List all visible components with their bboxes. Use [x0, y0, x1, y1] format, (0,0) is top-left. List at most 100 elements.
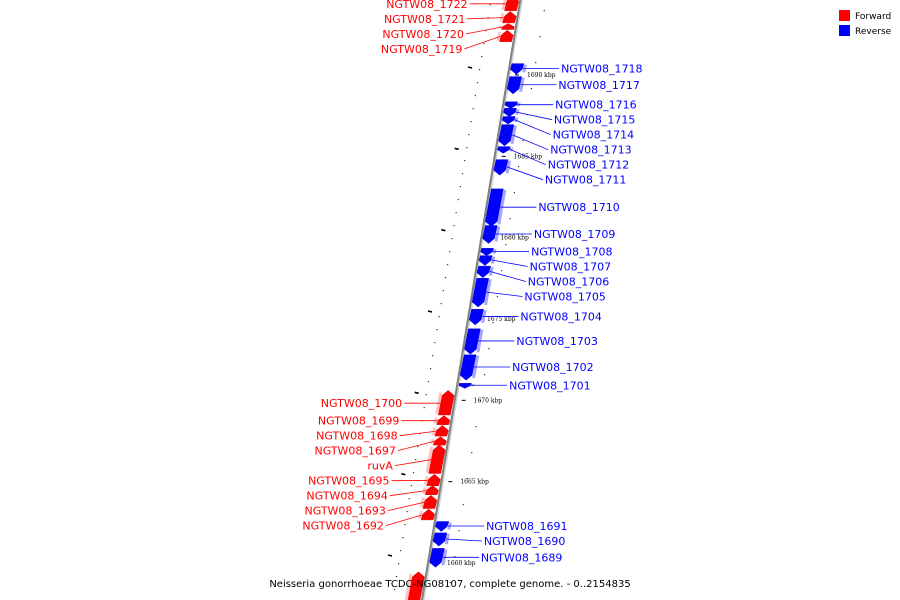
- gene-label: NGTW08_1715: [554, 114, 635, 127]
- dot-mark: [472, 108, 474, 110]
- dot-mark: [476, 82, 479, 84]
- dot-mark: [459, 186, 462, 188]
- gene-arrow: [501, 23, 515, 30]
- dot-mark: [483, 43, 485, 45]
- dot-mark: [539, 36, 541, 38]
- gene-leader: [509, 149, 546, 166]
- tick-label: 1665 kbp: [460, 479, 489, 486]
- gene-leader: [515, 111, 553, 121]
- dot-mark: [462, 504, 464, 506]
- dot-mark: [488, 348, 490, 350]
- dot-mark: [432, 355, 434, 357]
- gene-label: NGTW08_1716: [555, 99, 636, 112]
- legend-swatch: [839, 25, 850, 36]
- gene-label: NGTW08_1720: [382, 28, 463, 41]
- dot-mark: [393, 589, 395, 591]
- gene-arrow: [433, 436, 447, 446]
- gene-arrow: [478, 255, 493, 266]
- dot-mark: [479, 400, 481, 402]
- dot-mark: [410, 485, 412, 487]
- dot-mark: [496, 296, 498, 298]
- gene-label: NGTW08_1710: [538, 201, 619, 214]
- dot-mark: [530, 88, 533, 90]
- gene-label: NGTW08_1705: [524, 290, 605, 303]
- dot-mark: [501, 270, 503, 272]
- dot-mark: [447, 264, 449, 266]
- strand-legend: Forward Reverse: [839, 10, 892, 37]
- gene-arrow: [420, 508, 435, 521]
- gene-leader: [397, 441, 435, 452]
- dot-mark: [398, 563, 400, 565]
- gene-arrow: [438, 390, 455, 416]
- dot-mark: [481, 56, 483, 58]
- gene-label: NGTW08_1703: [516, 335, 597, 348]
- legend-swatch: [839, 10, 850, 21]
- gene-arrow: [468, 309, 484, 326]
- gene-label: ruvA: [367, 460, 393, 473]
- dot-mark: [453, 225, 455, 227]
- gene-leader: [465, 26, 502, 35]
- dot-mark: [522, 140, 524, 142]
- dot-mark: [423, 407, 425, 409]
- dot-mark: [454, 556, 456, 558]
- gene-leader: [464, 35, 501, 50]
- dot-mark: [466, 147, 468, 149]
- dot-mark: [466, 478, 469, 480]
- dot-mark: [518, 166, 520, 168]
- dot-mark: [458, 530, 460, 532]
- gene-arrow: [498, 124, 515, 147]
- dot-mark: [505, 244, 507, 246]
- gene-label: NGTW08_1718: [561, 62, 642, 75]
- gene-label: NGTW08_1706: [528, 275, 609, 288]
- dot-mark: [438, 316, 440, 318]
- dot-mark: [402, 537, 404, 539]
- gene-arrow: [407, 571, 425, 600]
- gene-label: NGTW08_1717: [558, 79, 639, 92]
- gene-arrow: [485, 188, 504, 227]
- dot-mark: [468, 134, 470, 136]
- tick-label: 1675 kbp: [487, 316, 516, 323]
- gene-arrow: [497, 146, 511, 154]
- dot-mark: [483, 374, 486, 376]
- dot-mark: [449, 582, 452, 584]
- gene-label: NGTW08_1701: [509, 379, 590, 392]
- gene-leader: [491, 259, 528, 267]
- tick-dash: [401, 472, 406, 476]
- gene-label: NGTW08_1693: [304, 505, 385, 518]
- gene-arrow: [493, 159, 509, 176]
- legend-label: Reverse: [855, 27, 892, 37]
- tick-label: 1660 kbp: [447, 560, 476, 567]
- gene-leader: [512, 134, 549, 151]
- genome-caption: Neisseria gonorrhoeae TCDC-NG08107, comp…: [269, 579, 630, 590]
- gene-arrow: [435, 521, 450, 532]
- dot-mark: [406, 511, 408, 513]
- dot-mark: [475, 426, 477, 428]
- gene-label: NGTW08_1691: [486, 520, 567, 533]
- dot-mark: [471, 452, 473, 454]
- gene-arrow: [476, 265, 491, 278]
- legend-label: Forward: [855, 12, 891, 22]
- gene-leader: [486, 291, 523, 297]
- dot-mark: [442, 290, 444, 292]
- gene-arrow: [426, 473, 441, 486]
- dot-mark: [485, 30, 487, 32]
- dot-mark: [513, 192, 516, 194]
- gene-label: NGTW08_1689: [481, 551, 562, 564]
- dot-mark: [457, 199, 459, 201]
- gene-label: NGTW08_1694: [306, 490, 387, 503]
- gene-label: NGTW08_1690: [484, 535, 565, 548]
- gene-leader: [394, 459, 431, 467]
- gene-label: NGTW08_1713: [550, 144, 631, 157]
- dot-mark: [449, 251, 451, 253]
- gene-arrow: [502, 11, 517, 24]
- gene-features: [404, 0, 527, 600]
- gene-arrow: [482, 225, 498, 244]
- dot-mark: [474, 95, 476, 97]
- dot-mark: [509, 218, 511, 220]
- gene-leader: [387, 502, 425, 512]
- tick-dash: [467, 66, 473, 69]
- gene-label: NGTW08_1707: [530, 260, 611, 273]
- dot-mark: [404, 524, 406, 526]
- gene-label: NGTW08_1711: [545, 174, 626, 187]
